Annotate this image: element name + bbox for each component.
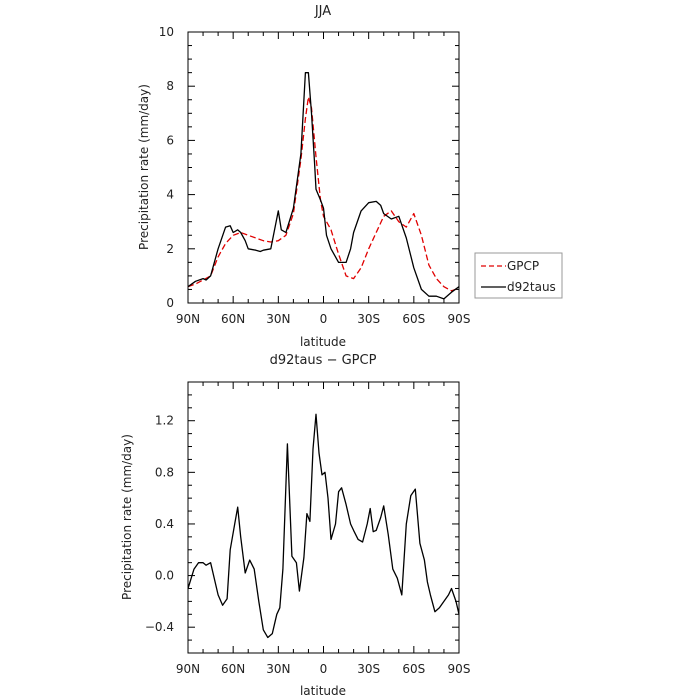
bottom-chart-series bbox=[187, 413, 460, 639]
top-x-tick-labels: 90N 60N 30N 0 30S 60S 90S bbox=[176, 312, 471, 326]
bottom-chart-panel: d92taus − GPCP 90N 60N 30N 0 30S 60S 90S −0.4 0… bbox=[120, 353, 470, 698]
top-x-axis-label: latitude bbox=[300, 335, 346, 349]
bottom-x-tick-label: 90S bbox=[448, 662, 471, 676]
bottom-x-tick-label: 30N bbox=[266, 662, 290, 676]
top-x-tick-label: 30S bbox=[357, 312, 380, 326]
top-x-tick-label: 90N bbox=[176, 312, 200, 326]
top-chart-panel: JJA 90N 60N 30N 0 30S 60S 90S 0 2 4 6 8 10 latitude… bbox=[137, 4, 563, 349]
top-y-tick-label: 10 bbox=[159, 25, 174, 39]
bottom-x-tick-labels: 90N 60N 30N 0 30S 60S 90S bbox=[176, 662, 471, 676]
legend: GPCP d92taus bbox=[474, 252, 563, 299]
top-x-tick-label: 90S bbox=[448, 312, 471, 326]
bottom-x-tick-label: 30S bbox=[357, 662, 380, 676]
top-y-tick-label: 4 bbox=[166, 188, 174, 202]
legend-box bbox=[474, 252, 563, 299]
bottom-x-tick-label: 60N bbox=[221, 662, 245, 676]
bottom-x-tick-label: 60S bbox=[402, 662, 425, 676]
top-y-tick-label: 0 bbox=[166, 296, 174, 310]
bottom-x-axis-label: latitude bbox=[300, 684, 346, 698]
bottom-y-tick-label: 0.8 bbox=[155, 465, 174, 479]
top-y-tick-label: 2 bbox=[166, 242, 174, 256]
top-chart-title: JJA bbox=[314, 4, 331, 19]
top-y-tick-label: 8 bbox=[166, 79, 174, 93]
legend-entry-gpcp: GPCP bbox=[507, 259, 539, 273]
top-y-tick-label: 6 bbox=[166, 133, 174, 147]
top-series-line-gpcp bbox=[187, 96, 460, 292]
top-chart-frame bbox=[187, 31, 460, 304]
top-y-tick-labels: 0 2 4 6 8 10 bbox=[159, 25, 174, 310]
bottom-y-tick-label: 0.0 bbox=[155, 569, 174, 583]
bottom-x-tick-label: 0 bbox=[320, 662, 328, 676]
top-chart-ticks bbox=[187, 31, 460, 304]
top-chart-series bbox=[187, 72, 460, 300]
legend-entry-d92taus: d92taus bbox=[507, 280, 556, 294]
bottom-chart-title: d92taus − GPCP bbox=[270, 353, 377, 368]
bottom-x-tick-label: 90N bbox=[176, 662, 200, 676]
bottom-y-tick-label: 0.4 bbox=[155, 517, 174, 531]
bottom-y-axis-label: Precipitation rate (mm/day) bbox=[120, 434, 134, 600]
top-x-tick-label: 60S bbox=[402, 312, 425, 326]
top-x-tick-label: 0 bbox=[320, 312, 328, 326]
bottom-series-line-difference bbox=[187, 413, 460, 639]
top-series-line-d92taus bbox=[187, 72, 460, 300]
bottom-y-tick-label: 1.2 bbox=[155, 414, 174, 428]
bottom-y-tick-labels: −0.4 0.0 0.4 0.8 1.2 bbox=[145, 414, 174, 634]
top-x-tick-label: 30N bbox=[266, 312, 290, 326]
top-y-axis-label: Precipitation rate (mm/day) bbox=[137, 84, 151, 250]
bottom-y-tick-label: −0.4 bbox=[145, 620, 174, 634]
top-x-tick-label: 60N bbox=[221, 312, 245, 326]
